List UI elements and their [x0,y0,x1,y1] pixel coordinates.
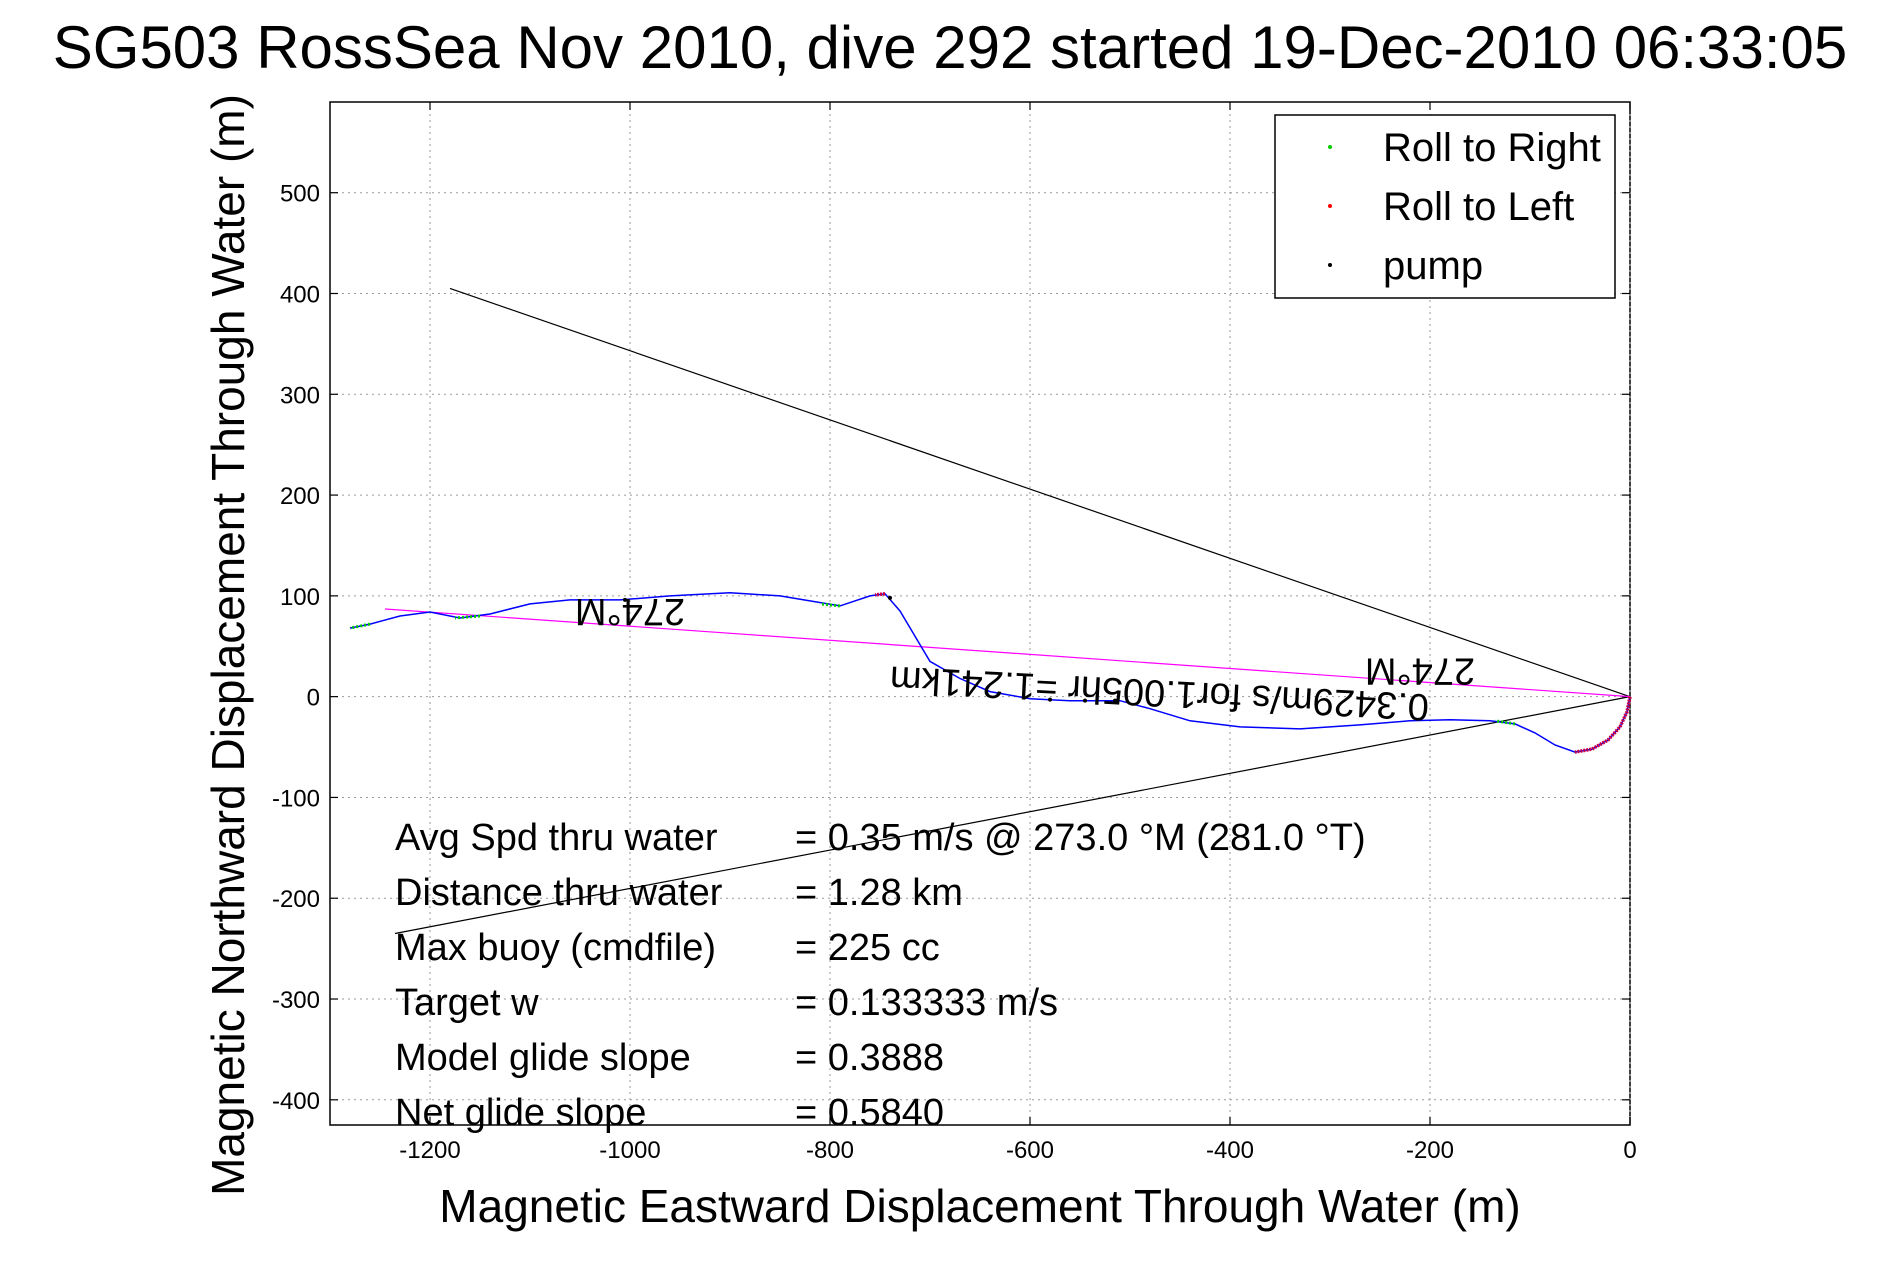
stat-label: Target w [395,982,539,1024]
stat-label: Avg Spd thru water [395,817,718,859]
x-tick-label: -1200 [399,1137,460,1164]
stat-value: = 0.35 m/s @ 273.0 °M (281.0 °T) [795,817,1366,859]
y-tick-label: 400 [280,281,320,308]
pump-point [1113,698,1117,703]
dive-track [349,592,1631,753]
heading-annotation: 274°M [1365,649,1475,691]
roll-left-segment [874,592,886,597]
y-tick-label: -100 [272,785,320,812]
stat-label: Model glide slope [395,1037,691,1079]
stat-value: = 0.133333 m/s [795,982,1058,1024]
y-tick-label: -400 [272,1088,320,1115]
legend-marker [1328,145,1332,149]
x-axis-ticks: -1200 -1000 -800 -600 -400 -200 0 [399,102,1637,1164]
roll-right-segment [1494,719,1516,726]
y-tick-label: 300 [280,382,320,409]
y-tick-label: 100 [280,584,320,611]
roll-left-segment [1574,696,1632,754]
track-markers [349,592,1632,754]
y-axis-label: Magnetic Northward Displacement Through … [202,94,254,1196]
stat-value: = 0.3888 [795,1037,944,1079]
pump-point [1048,697,1052,702]
x-tick-label: 0 [1623,1137,1636,1164]
heading-lines [384,287,1631,935]
stat-label: Distance thru water [395,872,723,914]
x-axis-label: Magnetic Eastward Displacement Through W… [439,1180,1520,1232]
chart-title: SG503 RossSea Nov 2010, dive 292 started… [53,14,1848,81]
pump-point [888,595,892,600]
legend: Roll to Right Roll to Left pump [1274,114,1616,299]
y-tick-label: 500 [280,181,320,208]
x-tick-label: -1000 [599,1137,660,1164]
stats-block: Avg Spd thru water = 0.35 m/s @ 273.0 °M … [395,817,1366,1134]
stat-value: = 0.5840 [795,1092,944,1134]
grid [330,102,1631,1125]
x-tick-label: -200 [1406,1137,1454,1164]
heading-line [449,287,1631,698]
y-tick-label: 200 [280,483,320,510]
legend-label: Roll to Right [1383,126,1601,170]
roll-right-segment [454,614,481,620]
y-axis-ticks: -400 -300 -200 -100 0 100 200 300 400 500 [272,181,1630,1115]
track-line [349,592,1631,753]
pump-point [623,597,627,602]
stat-value: = 1.28 km [795,872,963,914]
stat-label: Max buoy (cmdfile) [395,927,716,969]
x-tick-label: -600 [1006,1137,1054,1164]
y-tick-label: -300 [272,987,320,1014]
pump-point [1083,698,1087,703]
x-tick-label: -800 [806,1137,854,1164]
roll-right-segment [819,602,841,608]
y-tick-label: -200 [272,886,320,913]
legend-label: pump [1383,244,1483,288]
heading-annotation: 274°M [575,590,685,632]
legend-label: Roll to Left [1383,185,1574,229]
legend-marker [1328,204,1332,208]
legend-marker [1328,263,1332,267]
heading-line [384,608,1631,698]
roll-right-segment [349,622,371,630]
y-tick-label: 0 [307,685,320,712]
heading-line [394,696,1631,935]
stat-label: Net glide slope [395,1092,646,1134]
x-tick-label: -400 [1206,1137,1254,1164]
stat-value: = 225 cc [795,927,940,969]
